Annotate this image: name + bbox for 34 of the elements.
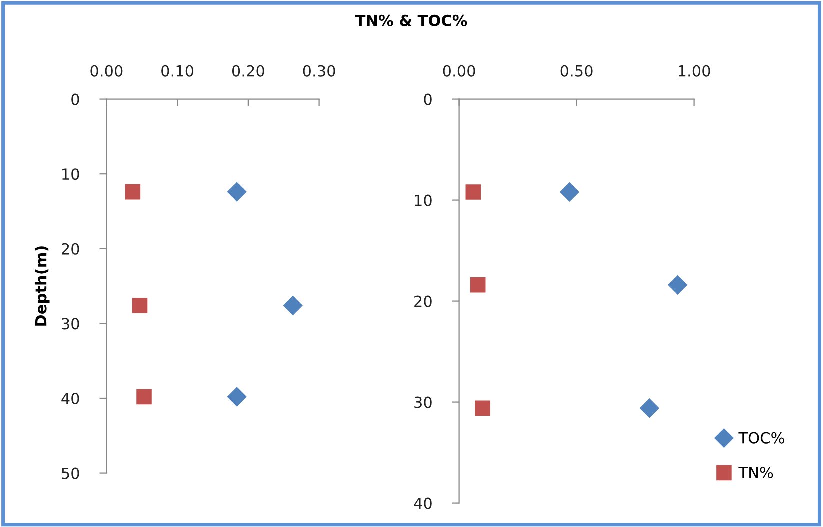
point — [668, 276, 688, 295]
y-tick-label: 50 — [62, 468, 80, 480]
x-tick-label: 0.10 — [162, 65, 194, 77]
point — [125, 184, 141, 200]
y-tick-label: 20 — [414, 296, 432, 308]
point — [470, 278, 486, 293]
y-tick-label: 30 — [62, 318, 80, 330]
x-tick-label: 0.00 — [443, 65, 476, 77]
y-axis-title: Depth(m) — [34, 246, 50, 326]
point — [228, 387, 247, 407]
y-tick-label: 20 — [62, 243, 80, 255]
point — [560, 182, 580, 202]
y-tick-label: 10 — [415, 194, 432, 206]
x-tick-label: 1.00 — [678, 65, 710, 77]
point — [466, 184, 482, 200]
y-tick-label: 40 — [414, 498, 432, 510]
x-tick-label: 0.20 — [232, 65, 264, 77]
point — [136, 389, 152, 405]
x-tick-label: 0.50 — [560, 65, 593, 77]
point — [228, 182, 247, 202]
legend-label: TN% — [738, 466, 774, 479]
y-tick-label: 40 — [62, 392, 80, 405]
x-axis-title: TN% & TOC% — [355, 14, 468, 26]
y-tick-label: 0 — [424, 94, 432, 106]
point — [475, 400, 490, 416]
y-tick-label: 0 — [72, 94, 80, 106]
point — [284, 296, 303, 316]
point — [640, 398, 660, 418]
y-tick-label: 10 — [62, 168, 80, 180]
x-tick-label: 0.00 — [90, 65, 123, 77]
x-tick-label: 0.30 — [303, 65, 336, 77]
legend-label: TOC% — [738, 432, 784, 444]
point — [132, 298, 148, 314]
y-tick-label: 30 — [414, 396, 432, 408]
